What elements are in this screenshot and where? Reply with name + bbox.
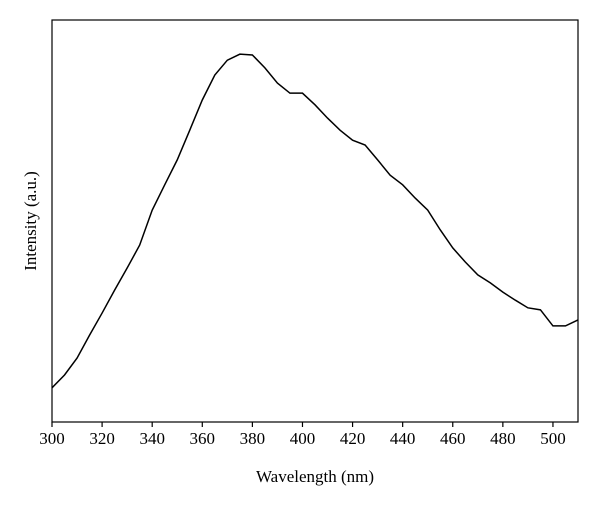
y-axis-label: Intensity (a.u.) bbox=[21, 171, 40, 271]
data-line bbox=[51, 53, 579, 389]
x-tick-label: 400 bbox=[290, 429, 316, 448]
x-tick-label: 340 bbox=[139, 429, 165, 448]
x-tick-label: 320 bbox=[89, 429, 115, 448]
x-tick-label: 380 bbox=[240, 429, 266, 448]
x-tick-label: 360 bbox=[190, 429, 216, 448]
x-tick-label: 500 bbox=[540, 429, 566, 448]
x-axis-label: Wavelength (nm) bbox=[256, 467, 374, 486]
x-tick-label: 420 bbox=[340, 429, 366, 448]
x-tick-label: 460 bbox=[440, 429, 466, 448]
x-tick-label: 300 bbox=[39, 429, 65, 448]
x-tick-label: 480 bbox=[490, 429, 516, 448]
plot-frame bbox=[51, 19, 579, 423]
x-tick-label: 440 bbox=[390, 429, 416, 448]
